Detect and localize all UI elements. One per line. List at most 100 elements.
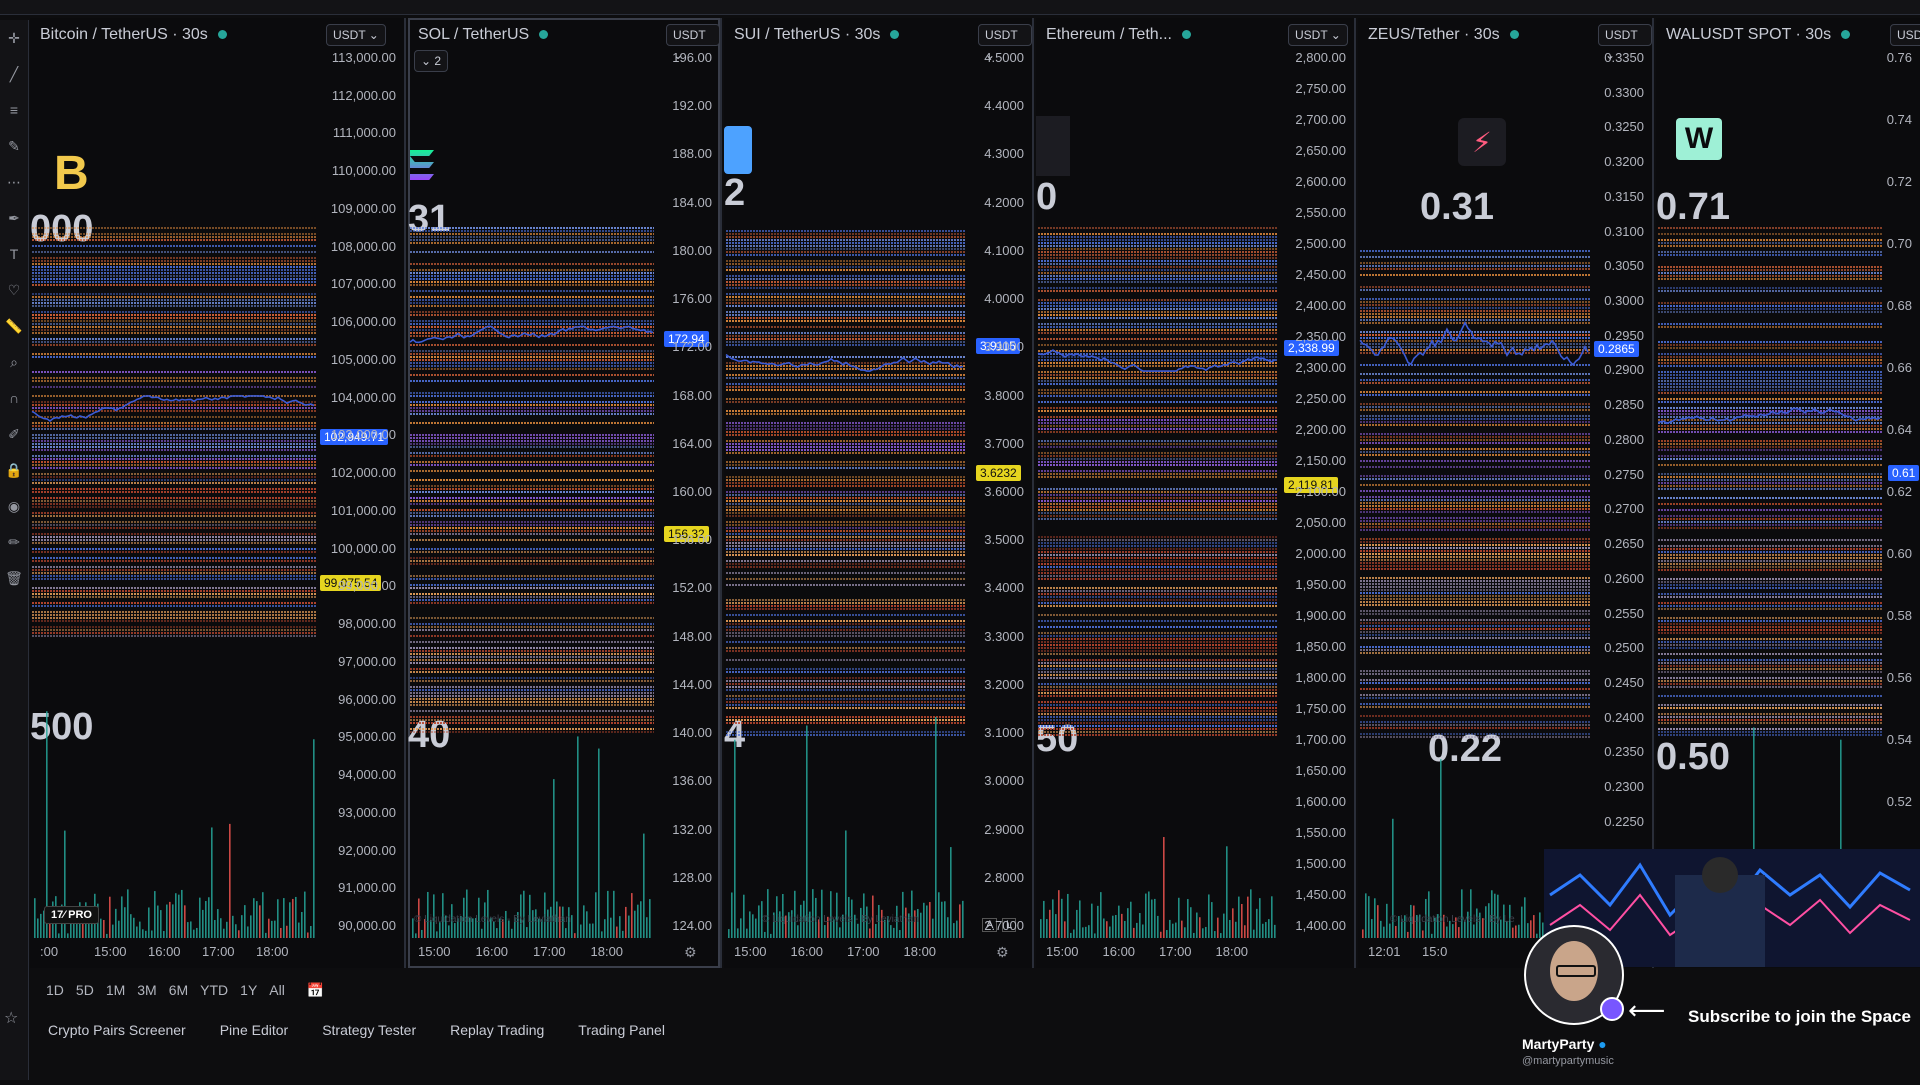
volume-bar xyxy=(235,924,237,938)
trend-line-icon[interactable]: ╱ xyxy=(9,65,19,82)
text-icon[interactable]: T xyxy=(9,246,19,262)
price-axis-label: 1,800.00 xyxy=(1295,670,1346,685)
tab-pine-editor[interactable]: Pine Editor xyxy=(219,1022,289,1038)
price-axis-label: 0.2350 xyxy=(1604,744,1644,760)
volume-bar xyxy=(1509,904,1511,938)
chart-panel-wal[interactable]: WALUSDT SPOT · 30s USD W 0.71 0.50 0.61 … xyxy=(1656,18,1920,968)
price-axis-label: 2,100.00 xyxy=(1295,484,1346,499)
panel-title[interactable]: SOL / TetherUS xyxy=(418,26,549,44)
volume-bar xyxy=(82,920,84,938)
price-axis-label: 148.00 xyxy=(672,628,712,644)
chart-panel-zeus[interactable]: ZEUS/Tether · 30s USDT ⌄ ⚡ 0.31 0.22 0.2… xyxy=(1358,18,1654,968)
brush-icon[interactable]: ✎ xyxy=(8,137,20,154)
panel-title[interactable]: WALUSDT SPOT · 30s xyxy=(1666,26,1851,44)
heart-icon[interactable]: ♡ xyxy=(7,281,21,298)
price-chart[interactable] xyxy=(1358,18,1594,948)
volume-bar xyxy=(1539,912,1541,938)
crosshair-icon[interactable]: ✛ xyxy=(8,29,20,46)
ruler-icon[interactable]: 📏 xyxy=(5,317,23,334)
volume-bar xyxy=(737,928,739,938)
volume-bar xyxy=(1464,920,1466,938)
volume-bar xyxy=(640,901,642,938)
fib-icon[interactable]: ≡ xyxy=(9,102,19,118)
volume-bar xyxy=(1238,896,1240,938)
volume-bar xyxy=(788,912,790,938)
timeframe-3m[interactable]: 3M xyxy=(137,982,157,998)
panel-title[interactable]: Bitcoin / TetherUS · 30s xyxy=(40,26,227,44)
favorites-star-icon[interactable]: ☆ xyxy=(4,1010,19,1027)
quote-currency-select[interactable]: USD xyxy=(1890,24,1920,46)
price-chart[interactable] xyxy=(1036,18,1282,948)
panel-title[interactable]: ZEUS/Tether · 30s xyxy=(1368,26,1519,44)
price-chart[interactable] xyxy=(724,18,970,948)
pencil-icon[interactable]: ✏ xyxy=(8,533,20,550)
quote-currency-select[interactable]: USDT ⌄ xyxy=(1288,24,1348,46)
timeframe-1y[interactable]: 1Y xyxy=(240,982,258,998)
volume-bar xyxy=(583,905,585,938)
lock-icon[interactable]: 🔒 xyxy=(5,461,23,478)
price-chart[interactable] xyxy=(30,18,320,948)
timeframe-5d[interactable]: 5D xyxy=(75,982,94,998)
timeframe-6m[interactable]: 6M xyxy=(168,982,189,998)
volume-bar xyxy=(127,889,129,938)
price-chart[interactable] xyxy=(408,18,658,948)
quote-currency-select[interactable]: USDT ⌄ xyxy=(326,24,386,46)
timeframe-selector: 1D 5D 1M 3M 6M YTD 1Y All 📅 xyxy=(46,982,324,999)
price-axis-label: 1,950.00 xyxy=(1295,577,1346,592)
price-axis-label: 3.2000 xyxy=(984,676,1024,692)
quote-currency-select[interactable]: USDT ⌄ xyxy=(1598,24,1652,62)
panel-title[interactable]: Ethereum / Teth... xyxy=(1046,26,1191,44)
log-scale-button[interactable]: L xyxy=(1002,918,1017,932)
volume-bar xyxy=(863,893,865,938)
volume-bar xyxy=(905,907,907,938)
price-axis-label: 0.58 xyxy=(1886,608,1912,623)
volume-bar xyxy=(1521,906,1523,938)
volume-bar xyxy=(493,921,495,938)
tab-strategy-tester[interactable]: Strategy Tester xyxy=(322,1022,417,1038)
tab-replay-trading[interactable]: Replay Trading xyxy=(450,1022,545,1038)
volume-bar xyxy=(238,930,240,938)
magnet-icon[interactable]: ∩ xyxy=(8,390,20,406)
volume-bar xyxy=(962,900,964,938)
volume-bar xyxy=(298,922,300,938)
timeframe-1d[interactable]: 1D xyxy=(46,982,64,998)
settings-gear-icon[interactable]: ⚙ xyxy=(684,944,697,960)
pattern-icon[interactable]: ⋯ xyxy=(7,173,21,190)
tab-trading-panel[interactable]: Trading Panel xyxy=(578,1022,665,1038)
calendar-icon[interactable]: 📅 xyxy=(306,982,325,998)
timeframe-ytd[interactable]: YTD xyxy=(200,982,229,998)
volume-bar xyxy=(490,917,492,938)
auto-scale-button[interactable]: A xyxy=(982,918,998,932)
trash-icon[interactable]: 🗑 xyxy=(5,569,23,586)
time-axis-label: 15:00 xyxy=(734,944,767,959)
volume-bar xyxy=(643,833,645,938)
panel-title[interactable]: SUI / TetherUS · 30s xyxy=(734,26,900,44)
layout-count-badge[interactable]: ⌄ 2 xyxy=(414,50,449,72)
price-axis-label: 2,150.00 xyxy=(1295,453,1346,468)
volume-bar xyxy=(932,918,934,938)
time-axis-label: 15:00 xyxy=(1046,944,1079,959)
chart-panel-sol[interactable]: SOL / TetherUS USDT ⌄ ⌄ 2 31 40 172.94 1… xyxy=(408,18,722,968)
quote-currency-select[interactable]: USDT ⌄ xyxy=(666,24,720,62)
price-axis-label: 104,000.00 xyxy=(330,389,396,405)
chart-panel-btc[interactable]: Bitcoin / TetherUS · 30s USDT ⌄ B 000 50… xyxy=(30,18,406,968)
lock-draw-icon[interactable]: ✐ xyxy=(8,425,20,442)
settings-gear-icon[interactable]: ⚙ xyxy=(996,944,1009,960)
volume-bar xyxy=(1151,899,1153,938)
price-axis-label: 2,000.00 xyxy=(1295,546,1346,561)
volume-bar xyxy=(1097,905,1099,938)
pen-icon[interactable]: ✒ xyxy=(8,209,20,226)
volume-bar xyxy=(457,918,459,938)
price-chart[interactable] xyxy=(1656,18,1886,948)
zoom-icon[interactable]: ⌕ xyxy=(10,353,18,370)
streamer-handle: @martypartymusic xyxy=(1522,1055,1614,1067)
price-axis-label: 2,500.00 xyxy=(1295,236,1346,251)
timeframe-all[interactable]: All xyxy=(269,982,285,998)
chart-panel-eth[interactable]: Ethereum / Teth... USDT ⌄ 0 50 2,338.99 … xyxy=(1036,18,1356,968)
chart-panel-sui[interactable]: SUI / TetherUS · 30s USDT ⌄ 2 4 3.9115 3… xyxy=(724,18,1034,968)
tab-crypto-pairs-screener[interactable]: Crypto Pairs Screener xyxy=(48,1022,186,1038)
quote-currency-select[interactable]: USDT ⌄ xyxy=(978,24,1032,62)
eye-icon[interactable]: ◉ xyxy=(7,497,21,514)
volume-bar xyxy=(247,926,249,938)
timeframe-1m[interactable]: 1M xyxy=(105,982,126,998)
